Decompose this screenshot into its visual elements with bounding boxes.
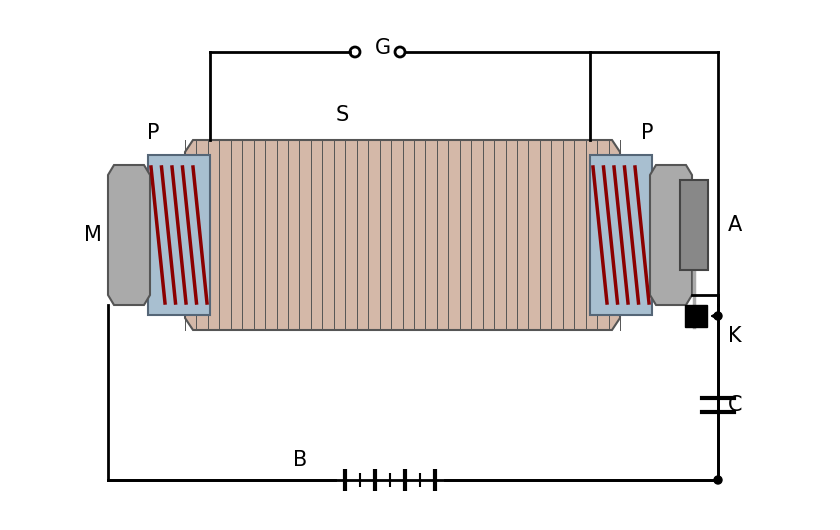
Polygon shape xyxy=(650,165,692,305)
Bar xyxy=(148,155,210,315)
Text: G: G xyxy=(375,38,391,58)
Text: M: M xyxy=(84,225,102,245)
Text: P: P xyxy=(641,123,654,143)
Circle shape xyxy=(714,476,722,484)
Bar xyxy=(680,180,708,270)
Bar xyxy=(685,305,707,327)
Text: P: P xyxy=(147,123,160,143)
Circle shape xyxy=(714,312,722,320)
Text: S: S xyxy=(336,105,349,125)
Text: K: K xyxy=(728,326,742,346)
Polygon shape xyxy=(108,165,150,305)
Text: A: A xyxy=(728,215,743,235)
Bar xyxy=(590,155,652,315)
Text: B: B xyxy=(293,450,307,470)
Polygon shape xyxy=(185,140,620,330)
Text: C: C xyxy=(728,395,743,415)
